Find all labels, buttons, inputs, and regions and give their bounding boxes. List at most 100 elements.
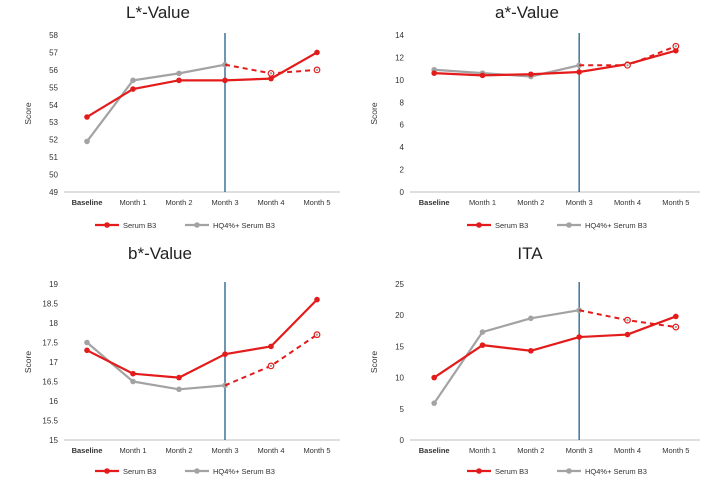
y-tick-label: 50 [49, 171, 58, 180]
data-point-serum-b3 [479, 72, 486, 79]
x-tick-label: Month 4 [614, 198, 641, 207]
legend-marker-serum-b3 [476, 468, 482, 474]
y-tick-label: 10 [395, 374, 404, 383]
legend-label-hq-serum-b3: HQ4%+ Serum B3 [585, 467, 647, 476]
chart-a-value: a*-Value Score 0 2 4 6 8 10 12 14 Baseline Month 1 M… [369, 3, 700, 230]
data-point-serum-b3 [222, 351, 228, 358]
y-tick-label: 18 [49, 319, 58, 328]
y-tick-label: 4 [400, 143, 405, 152]
data-point-serum-b3 [176, 374, 182, 381]
x-tick-label: Baseline [419, 446, 450, 455]
legend-marker-hq-serum-b3 [194, 222, 200, 228]
y-tick-label: 5 [400, 405, 405, 414]
y-axis-label: Score [369, 351, 379, 373]
data-point-hq-serum-b3 [130, 378, 136, 385]
data-point-serum-b3 [479, 342, 486, 348]
y-tick-label: 15.5 [42, 417, 58, 426]
y-tick-label: 0 [400, 188, 405, 197]
chart-title: b*-Value [128, 244, 192, 263]
y-tick-label: 55 [49, 83, 58, 92]
y-tick-label: 52 [49, 136, 58, 145]
x-tick-label: Month 2 [165, 446, 192, 455]
legend-marker-serum-b3 [476, 222, 482, 228]
chart-title: ITA [517, 244, 543, 263]
legend-label-serum-b3: Serum B3 [495, 221, 528, 230]
series-line-hq-serum-b3-projected [224, 333, 318, 387]
y-tick-label: 10 [395, 76, 404, 85]
data-point-serum-b3 [130, 86, 136, 92]
legend-label-serum-b3: Serum B3 [495, 467, 528, 476]
data-point-serum-b3 [314, 296, 320, 303]
y-tick-label: 51 [49, 153, 58, 162]
data-point-serum-b3 [130, 370, 136, 377]
data-point-serum-b3 [673, 313, 679, 320]
legend-marker-serum-b3 [104, 468, 110, 474]
data-point-inner [674, 325, 678, 329]
y-tick-label: 17.5 [42, 339, 58, 348]
series-line-serum-b3 [433, 315, 677, 379]
data-point-serum-b3 [222, 77, 228, 84]
y-axis-label: Score [369, 102, 379, 124]
x-tick-label: Month 3 [211, 446, 238, 455]
x-tick-label: Month 2 [517, 446, 544, 455]
series-line-hq-serum-b3 [86, 63, 226, 143]
data-point-serum-b3 [268, 343, 274, 350]
y-axis-label: Score [23, 102, 33, 124]
y-tick-label: 15 [395, 342, 404, 351]
data-point-serum-b3 [431, 70, 437, 76]
y-tick-label: 25 [395, 280, 404, 289]
data-point-hq-serum-b3 [84, 138, 90, 145]
x-tick-label: Month 2 [165, 198, 192, 207]
data-point-inner [269, 364, 273, 368]
x-tick-label: Month 4 [614, 446, 641, 455]
data-point-inner [269, 72, 273, 75]
chart-l-value: L*-Value Score 49 50 51 52 53 54 55 56 57 58 Baselin… [23, 3, 340, 230]
legend: Serum B3 HQ4%+ Serum B3 [95, 467, 275, 476]
legend: Serum B3 HQ4%+ Serum B3 [467, 467, 647, 476]
y-tick-label: 2 [400, 166, 405, 175]
data-point-serum-b3 [528, 347, 534, 354]
x-tick-label: Month 1 [119, 446, 146, 455]
legend-label-hq-serum-b3: HQ4%+ Serum B3 [585, 221, 647, 230]
data-point-hq-serum-b3 [431, 400, 437, 406]
x-tick-label: Month 3 [211, 198, 238, 207]
legend-label-serum-b3: Serum B3 [123, 467, 156, 476]
chart-title: a*-Value [495, 3, 559, 22]
chart-title: L*-Value [126, 3, 190, 22]
x-tick-label: Month 1 [469, 446, 496, 455]
y-tick-label: 56 [49, 66, 58, 75]
y-axis-label: Score [23, 351, 33, 373]
data-point-hq-serum-b3 [130, 77, 136, 84]
y-tick-label: 58 [49, 31, 58, 40]
data-point-serum-b3 [314, 49, 320, 56]
series-line-serum-b3 [86, 298, 318, 379]
x-tick-label: Month 5 [662, 446, 689, 455]
x-tick-label: Month 2 [517, 198, 544, 207]
data-point-inner [626, 64, 629, 67]
data-point-hq-serum-b3 [84, 339, 90, 346]
x-tick-label: Baseline [72, 198, 103, 207]
data-point-serum-b3 [268, 75, 274, 82]
legend-marker-serum-b3 [104, 222, 110, 228]
x-tick-label: Month 1 [469, 198, 496, 207]
legend-marker-hq-serum-b3 [566, 222, 572, 228]
y-tick-label: 20 [395, 311, 404, 320]
y-tick-label: 0 [400, 436, 405, 445]
x-tick-label: Baseline [72, 446, 103, 455]
data-point-inner [315, 333, 319, 336]
y-tick-label: 12 [395, 53, 404, 62]
x-tick-label: Month 5 [303, 198, 330, 207]
y-tick-label: 54 [49, 101, 58, 110]
legend-marker-hq-serum-b3 [566, 468, 572, 474]
legend-marker-hq-serum-b3 [194, 468, 200, 474]
data-point-hq-serum-b3 [528, 315, 534, 322]
legend-label-hq-serum-b3: HQ4%+ Serum B3 [213, 221, 275, 230]
x-tick-label: Month 3 [566, 198, 593, 207]
data-point-hq-serum-b3 [176, 70, 182, 77]
data-point-serum-b3 [84, 114, 90, 120]
x-tick-label: Month 5 [662, 198, 689, 207]
y-tick-label: 49 [49, 188, 58, 197]
data-point-serum-b3 [576, 334, 582, 340]
legend-label-serum-b3: Serum B3 [123, 221, 156, 230]
x-tick-label: Month 3 [566, 446, 593, 455]
